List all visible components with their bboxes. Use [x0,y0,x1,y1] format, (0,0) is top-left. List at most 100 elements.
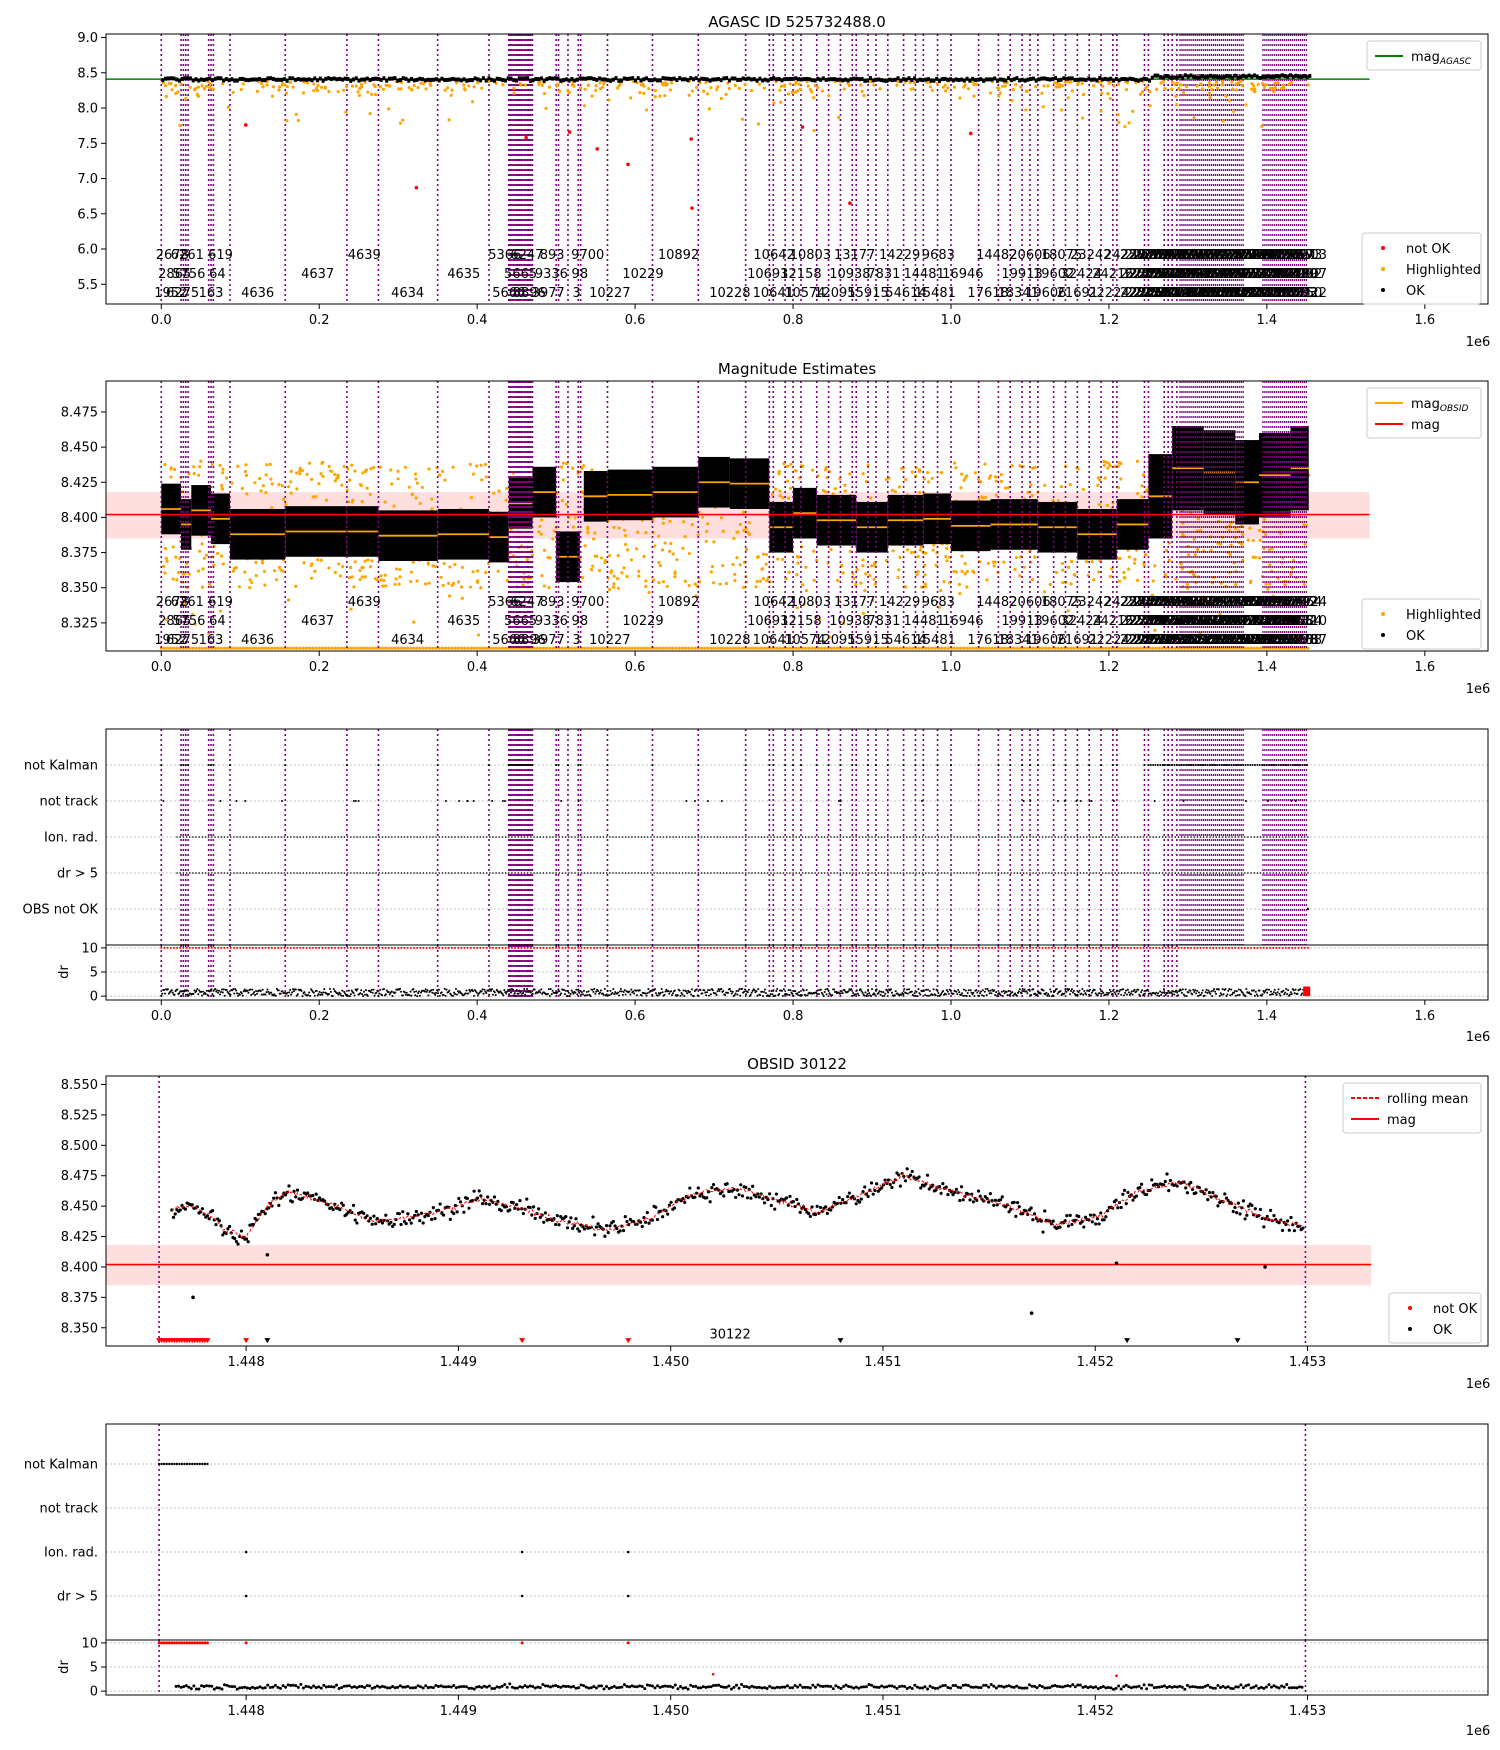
highlighted-point [523,83,527,87]
ion-rad-point [283,836,286,838]
highlighted-point [289,646,293,650]
not-kalman-point [566,764,569,766]
ion-rad-point [1288,836,1290,838]
highlighted-point [225,476,229,480]
ion-rad-point [672,836,674,838]
not-kalman-point [512,764,515,766]
not-kalman-point [1021,764,1024,766]
dr-gt-5-point [372,872,374,874]
highlighted-point [360,575,364,579]
y-tick-label: 8.325 [61,616,98,631]
obsid-label: 22545 [1172,614,1213,629]
highlighted-point [467,84,471,88]
ok-point [987,77,991,82]
dr-point [166,988,169,991]
ok-point [329,77,333,82]
highlighted-point [735,530,739,534]
highlighted-point [661,579,666,584]
highlighted-point [962,646,966,650]
ion-rad-point [1098,836,1101,838]
obsid-label: 9336 [535,614,568,629]
highlighted-point [356,90,360,94]
not-kalman-point [377,764,380,766]
ok-point [172,76,176,81]
highlighted-point [925,80,929,85]
dr-not-ok-point [624,946,627,949]
highlighted-point [257,646,261,650]
dr-not-ok-point [273,946,276,949]
obsid-label: 22639 [1162,267,1203,282]
not-kalman-point [1199,764,1202,766]
dr-gt-5-point [1073,872,1075,874]
highlighted-point [312,82,316,86]
highlighted-point [946,86,950,90]
dr-not-ok-point [463,946,466,949]
highlighted-point [595,554,599,558]
dr-not-ok-point [653,946,656,949]
highlighted-point [993,646,997,650]
obsid-label: 22556 [1144,248,1185,263]
not-kalman-point [1237,764,1240,766]
highlighted-point [1232,109,1236,114]
not-kalman-point [1166,764,1169,766]
dr-not-ok-point [422,946,425,949]
highlighted-point [848,646,852,650]
not-kalman-point [1251,764,1254,766]
highlighted-point [1030,466,1035,470]
dr-gt-5-point [425,872,428,874]
dr-not-ok-point [646,946,649,949]
highlighted-point [594,84,598,88]
highlighted-point [735,556,739,560]
highlighted-point [1289,572,1293,577]
ion-rad-point [871,836,873,838]
dr-gt-5-point [248,872,251,874]
dr-not-ok-point [213,946,216,949]
highlighted-point [412,620,416,624]
highlighted-point [264,473,268,477]
obsid-label: 10693 [747,614,788,629]
dr-gt-5-point [760,872,763,874]
highlighted-point [399,646,403,650]
ion-rad-point [684,836,687,838]
highlighted-point [1072,573,1076,577]
dr-gt-5-point [179,872,182,874]
highlighted-point [1124,88,1129,92]
highlighted-point [765,578,769,583]
highlighted-point [738,522,743,527]
obsid-label: 98 [572,267,589,282]
highlighted-point [665,584,669,589]
highlighted-point [864,572,868,576]
ion-rad-point [1029,836,1031,838]
not-kalman-point [210,764,213,766]
ok-point [788,76,792,81]
highlighted-point [518,81,522,86]
not-kalman-point [922,764,925,766]
ok-point [611,77,615,82]
highlighted-point [1233,646,1237,650]
dr-not-ok-point [949,946,952,949]
obsid-label: 22981 [1248,633,1289,648]
ok-point [802,77,806,82]
ion-rad-point [1104,836,1107,838]
highlighted-point [955,646,959,650]
dr-gt-5-point [1070,872,1072,874]
highlighted-point [397,582,401,586]
dr-not-ok-point [586,946,589,949]
not-ok-point [595,147,600,151]
highlighted-point [447,594,452,598]
highlighted-point [598,81,602,85]
ion-rad-point [482,836,485,838]
highlighted-point [965,585,969,589]
ok-point [379,77,383,82]
dr-gt-5-point [476,872,478,874]
dr-not-ok-point [937,946,940,949]
ion-rad-point [214,836,216,838]
ok-point [462,77,466,82]
obsid-label: 22463 [1158,248,1199,263]
ok-point [183,76,187,81]
ion-rad-point [662,836,665,838]
highlighted-point [802,602,806,606]
not-kalman-point [1115,764,1118,766]
dr-gt-5-point [890,872,892,874]
ok-point [1117,78,1121,83]
